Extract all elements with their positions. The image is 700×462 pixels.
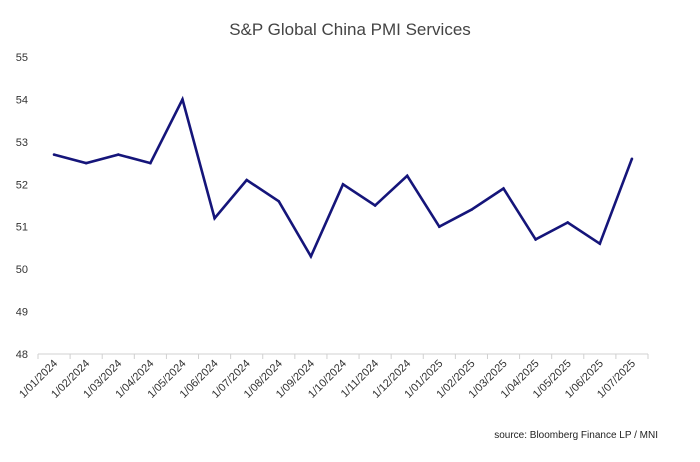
data-point xyxy=(630,157,634,161)
data-point xyxy=(149,161,152,165)
y-tick-label: 52 xyxy=(16,179,28,191)
data-point xyxy=(534,238,537,241)
data-point xyxy=(213,216,216,220)
data-point xyxy=(116,153,120,156)
y-tick-label: 50 xyxy=(16,264,28,276)
data-point xyxy=(566,221,570,224)
data-point xyxy=(84,161,88,165)
y-tick-label: 49 xyxy=(16,307,28,319)
data-point xyxy=(341,182,345,186)
data-point xyxy=(181,98,184,101)
y-tick-label: 51 xyxy=(16,222,28,234)
series-points xyxy=(52,98,634,258)
data-point xyxy=(470,208,473,212)
y-tick-label: 54 xyxy=(16,94,28,106)
data-point xyxy=(598,242,602,245)
data-point xyxy=(438,225,441,229)
series-line-pmi-services xyxy=(53,95,634,260)
data-point xyxy=(502,187,505,190)
data-point xyxy=(277,199,281,203)
source-note: source: Bloomberg Finance LP / MNI xyxy=(494,430,658,441)
y-tick-label: 53 xyxy=(16,137,28,149)
y-tick-label: 48 xyxy=(16,349,28,361)
data-point xyxy=(245,178,248,182)
data-point xyxy=(309,255,313,258)
data-point xyxy=(52,153,56,156)
x-axis-labels: 1/01/20241/02/20241/03/20241/04/20241/05… xyxy=(17,358,638,401)
y-tick-label: 55 xyxy=(16,52,28,64)
chart-title: S&P Global China PMI Services xyxy=(229,20,471,39)
data-point xyxy=(373,204,377,207)
data-point xyxy=(405,174,409,178)
x-axis-tickmarks xyxy=(37,354,649,359)
y-axis-ticks: 48 49 50 51 52 53 54 55 xyxy=(16,52,28,361)
